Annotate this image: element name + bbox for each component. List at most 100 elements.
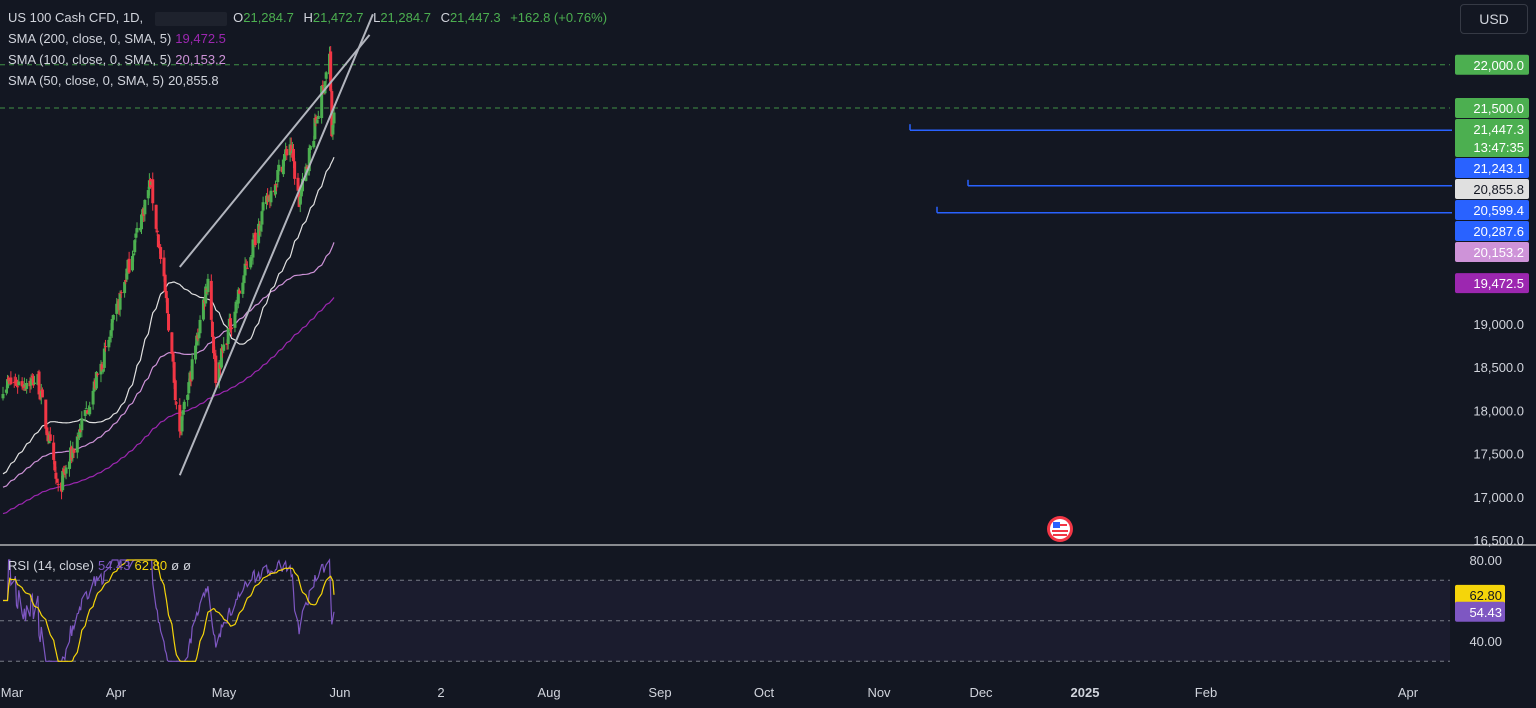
candle-body — [139, 214, 143, 230]
candle — [237, 288, 241, 295]
candle-body — [40, 389, 44, 398]
candle-body — [190, 359, 194, 380]
candle-body — [4, 389, 8, 393]
candle-body — [296, 177, 300, 191]
price-tag-label: 19,472.5 — [1473, 276, 1524, 291]
candle-body — [6, 379, 10, 389]
candle — [67, 459, 71, 477]
candle-body — [253, 232, 257, 246]
candle-body — [228, 318, 232, 330]
rsi-tick-label: 80.00 — [1469, 553, 1502, 568]
price-tick-label: 17,000.0 — [1473, 490, 1524, 505]
candle-body — [56, 484, 60, 486]
rsi-legend[interactable]: RSI (14, close) 54.43 62.80 ø ø — [8, 557, 191, 575]
candle-body — [102, 348, 106, 368]
candle-body — [132, 253, 136, 256]
currency-button[interactable]: USD — [1460, 4, 1528, 34]
candle-body — [251, 239, 255, 258]
sma200-legend[interactable]: SMA (200, close, 0, SMA, 5) 19,472.5 — [8, 30, 226, 48]
candle-body — [88, 407, 92, 415]
candle — [253, 228, 257, 248]
sma200-label: SMA (200, close, 0, SMA, 5) — [8, 31, 172, 46]
candle-body — [198, 319, 202, 334]
candle-body — [261, 202, 265, 211]
candle-body — [48, 434, 52, 441]
candle — [194, 342, 198, 364]
candle-body — [293, 161, 297, 179]
candle-body — [54, 472, 58, 479]
candle-body — [201, 299, 205, 320]
candle-body — [37, 371, 41, 395]
rsi-extra-2: ø — [183, 558, 191, 573]
candle-body — [96, 373, 100, 375]
candle — [230, 322, 234, 337]
candle-body — [80, 418, 84, 431]
candle-body — [308, 146, 312, 150]
sma100-label: SMA (100, close, 0, SMA, 5) — [8, 52, 172, 67]
rsi-label: RSI (14, close) — [8, 558, 94, 573]
sma100-legend[interactable]: SMA (100, close, 0, SMA, 5) 20,153.2 — [8, 51, 226, 69]
candle — [244, 259, 248, 266]
price-tag: 20,287.6 — [1455, 221, 1529, 241]
candle — [25, 378, 29, 394]
candle-body — [127, 258, 131, 273]
price-tag: 20,153.2 — [1455, 242, 1529, 262]
candle-body — [197, 332, 201, 339]
low-label: L — [373, 10, 381, 25]
candle — [101, 368, 105, 374]
redacted-label — [155, 11, 228, 26]
candle-body — [214, 355, 218, 384]
candle-body — [75, 436, 79, 453]
candle-body — [84, 408, 88, 410]
candle — [315, 118, 319, 124]
time-axis[interactable]: Mar Apr May Jun 2 Aug Sep Oct Nov Dec 2025 Feb Apr — [1, 685, 1419, 700]
candle-body — [85, 410, 89, 414]
price-tag-bg — [1455, 242, 1529, 262]
candle-body — [146, 190, 150, 199]
candle-body — [324, 72, 328, 79]
candle-body — [313, 117, 317, 139]
rsi-ma-value: 62.80 — [134, 558, 168, 573]
candle-body — [119, 292, 123, 294]
candle-body — [212, 336, 216, 354]
candle-body — [195, 335, 199, 346]
candle-body — [163, 274, 167, 292]
price-tag-bg — [1455, 200, 1529, 220]
candle — [33, 375, 37, 385]
price-tag-label: 21,447.3 — [1473, 122, 1524, 137]
candle-body — [164, 291, 168, 299]
candle-body — [173, 380, 177, 401]
time-tick-label: Jun — [330, 685, 351, 700]
close-value: 21,447.3 — [449, 10, 501, 25]
candle — [173, 378, 177, 406]
high-label: H — [303, 10, 313, 25]
candle-body — [20, 381, 24, 387]
candle — [31, 374, 35, 389]
candle-body — [30, 376, 34, 378]
candle — [146, 186, 150, 206]
candle-body — [285, 149, 289, 156]
candle-body — [332, 112, 336, 124]
price-tag: 20,599.4 — [1455, 200, 1529, 220]
candle-body — [29, 378, 33, 386]
candle-body — [172, 362, 176, 383]
candle-body — [321, 84, 325, 86]
candle-body — [217, 362, 221, 381]
open-label: O — [233, 10, 244, 25]
sma50-legend[interactable]: SMA (50, close, 0, SMA, 5) 20,855.8 — [8, 72, 219, 90]
candle-body — [187, 382, 191, 394]
candle-body — [162, 257, 166, 277]
candle-body — [307, 147, 311, 172]
candle-body — [301, 178, 305, 192]
candle-body — [154, 204, 158, 229]
candle-body — [1, 393, 5, 399]
candle — [251, 232, 255, 265]
candle — [96, 373, 100, 377]
candle — [226, 327, 230, 350]
price-axis[interactable]: 16,500.0 17,000.0 17,500.0 18,000.0 18,500.0… — [1455, 54, 1529, 548]
us-flag-event-icon[interactable] — [1047, 516, 1073, 542]
candle — [111, 314, 115, 323]
price-pane[interactable] — [0, 0, 1536, 546]
